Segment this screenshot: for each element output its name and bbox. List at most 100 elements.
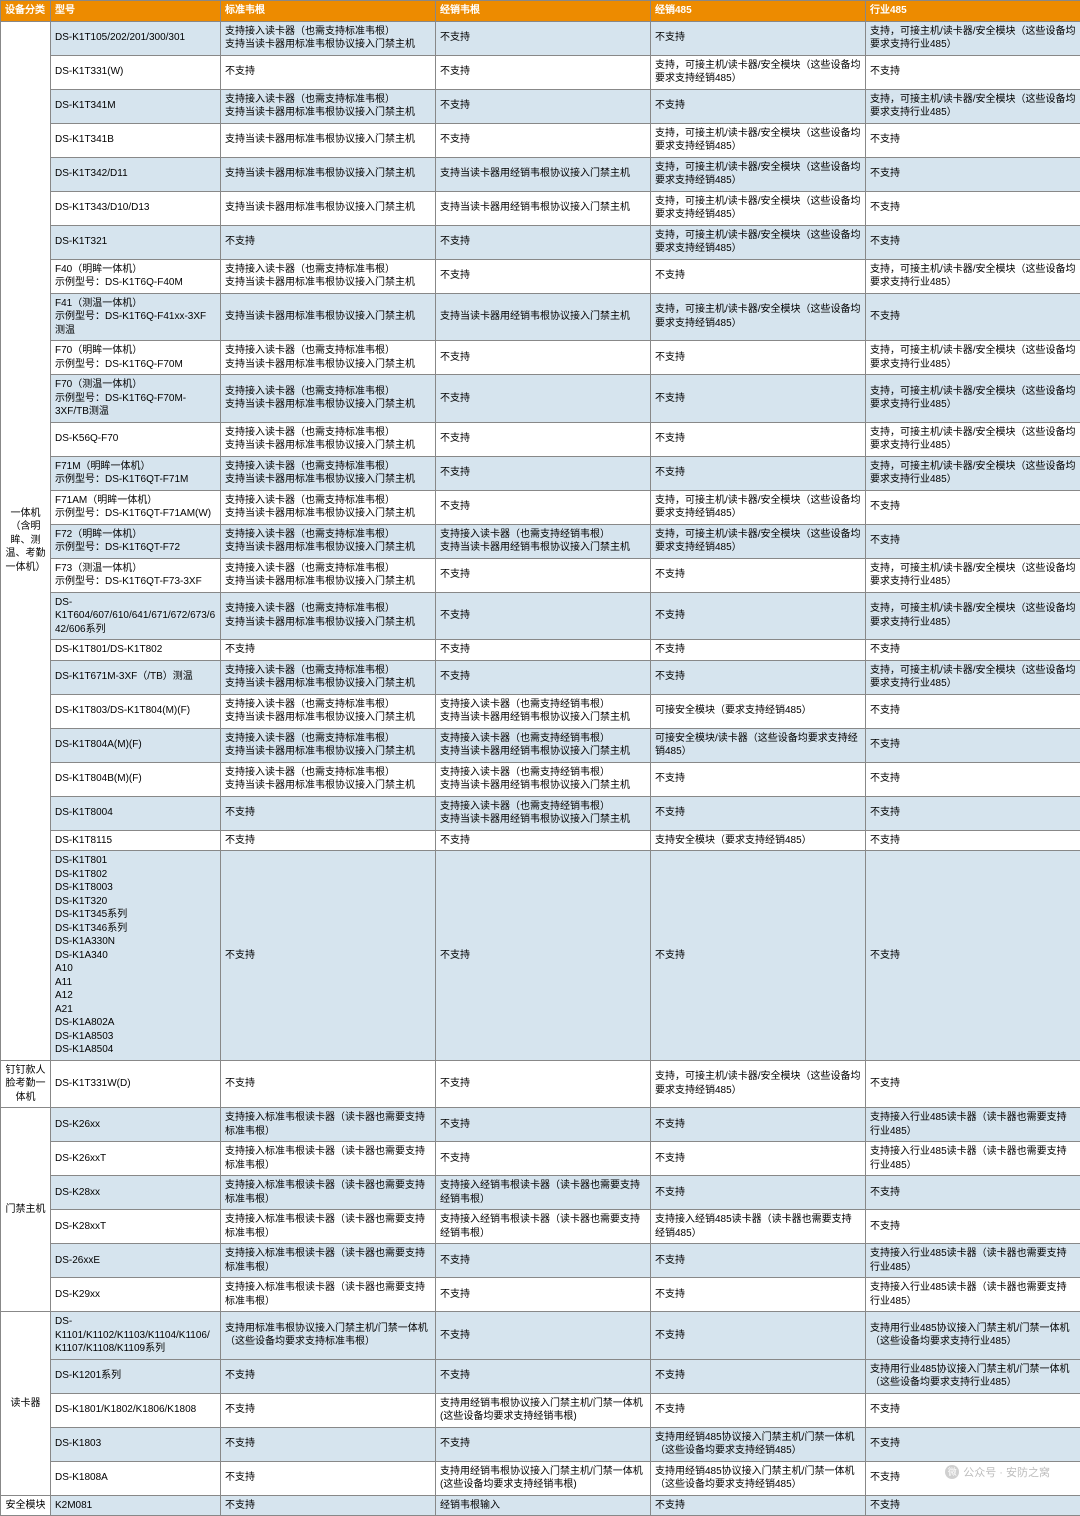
value-cell: 支持接入标准韦根读卡器（读卡器也需要支持标准韦根） bbox=[221, 1210, 436, 1244]
value-cell: 不支持 bbox=[866, 1060, 1080, 1108]
value-cell: 支持，可接主机/读卡器/安全模块（这些设备均要求支持行业485） bbox=[866, 592, 1080, 640]
value-cell: 不支持 bbox=[221, 796, 436, 830]
value-cell: 不支持 bbox=[866, 490, 1080, 524]
value-cell: 不支持 bbox=[436, 375, 651, 423]
value-cell: 支持当读卡器用标准韦根协议接入门禁主机 bbox=[221, 123, 436, 157]
model-cell: K2M081 bbox=[51, 1495, 221, 1516]
th-ind-485: 行业485 bbox=[866, 1, 1080, 22]
value-cell: 支持当读卡器用标准韦根协议接入门禁主机 bbox=[221, 191, 436, 225]
model-cell: DS-K1T801/DS-K1T802 bbox=[51, 640, 221, 661]
value-cell: 支持，可接主机/读卡器/安全模块（这些设备均要求支持经销485） bbox=[651, 1060, 866, 1108]
value-cell: 经销韦根输入 bbox=[436, 1495, 651, 1516]
value-cell: 不支持 bbox=[436, 592, 651, 640]
value-cell: 支持接入读卡器（也需支持经销韦根）支持当读卡器用经销韦根协议接入门禁主机 bbox=[436, 694, 651, 728]
table-row: DS-K1T604/607/610/641/671/672/673/642/60… bbox=[1, 592, 1080, 640]
value-cell: 支持，可接主机/读卡器/安全模块（这些设备均要求支持行业485） bbox=[866, 89, 1080, 123]
model-cell: F41（测温一体机）示例型号：DS-K1T6Q-F41xx-3XF测温 bbox=[51, 293, 221, 341]
table-row: DS-K26xxT支持接入标准韦根读卡器（读卡器也需要支持标准韦根）不支持不支持… bbox=[1, 1142, 1080, 1176]
value-cell: 不支持 bbox=[436, 123, 651, 157]
category-cell: 一体机（含明眸、测温、考勤一体机） bbox=[1, 21, 51, 1060]
value-cell: 支持，可接主机/读卡器/安全模块（这些设备均要求支持经销485） bbox=[651, 55, 866, 89]
value-cell: 不支持 bbox=[221, 1495, 436, 1516]
value-cell: 不支持 bbox=[651, 660, 866, 694]
value-cell: 不支持 bbox=[221, 1060, 436, 1108]
table-row: DS-K1T801DS-K1T802DS-K1T8003DS-K1T320DS-… bbox=[1, 851, 1080, 1061]
table-row: DS-K1201系列不支持不支持不支持支持用行业485协议接入门禁主机/门禁一体… bbox=[1, 1359, 1080, 1393]
table-row: F71M（明眸一体机）示例型号：DS-K1T6QT-F71M支持接入读卡器（也需… bbox=[1, 456, 1080, 490]
value-cell: 支持接入读卡器（也需支持经销韦根）支持当读卡器用经销韦根协议接入门禁主机 bbox=[436, 524, 651, 558]
value-cell: 不支持 bbox=[436, 1427, 651, 1461]
th-category: 设备分类 bbox=[1, 1, 51, 22]
value-cell: 支持接入标准韦根读卡器（读卡器也需要支持标准韦根） bbox=[221, 1244, 436, 1278]
value-cell: 不支持 bbox=[866, 640, 1080, 661]
value-cell: 不支持 bbox=[866, 1176, 1080, 1210]
value-cell: 支持用标准韦根协议接入门禁主机/门禁一体机（这些设备均要求支持标准韦根） bbox=[221, 1312, 436, 1360]
wechat-icon: 微 bbox=[945, 1465, 959, 1479]
model-cell: DS-K28xx bbox=[51, 1176, 221, 1210]
table-row: F71AM（明眸一体机）示例型号：DS-K1T6QT-F71AM(W)支持接入读… bbox=[1, 490, 1080, 524]
value-cell: 不支持 bbox=[436, 456, 651, 490]
th-std-wiegand: 标准韦根 bbox=[221, 1, 436, 22]
value-cell: 支持，可接主机/读卡器/安全模块（这些设备均要求支持经销485） bbox=[651, 123, 866, 157]
value-cell: 不支持 bbox=[866, 1495, 1080, 1516]
value-cell: 支持接入读卡器（也需支持经销韦根）支持当读卡器用经销韦根协议接入门禁主机 bbox=[436, 762, 651, 796]
table-row: DS-K1T804A(M)(F)支持接入读卡器（也需支持标准韦根）支持当读卡器用… bbox=[1, 728, 1080, 762]
table-row: DS-K1T8004不支持支持接入读卡器（也需支持经销韦根）支持当读卡器用经销韦… bbox=[1, 796, 1080, 830]
model-cell: DS-K56Q-F70 bbox=[51, 422, 221, 456]
value-cell: 支持接入行业485读卡器（读卡器也需要支持行业485） bbox=[866, 1142, 1080, 1176]
model-cell: DS-K1T804A(M)(F) bbox=[51, 728, 221, 762]
value-cell: 不支持 bbox=[436, 422, 651, 456]
value-cell: 不支持 bbox=[436, 1312, 651, 1360]
category-cell: 门禁主机 bbox=[1, 1108, 51, 1312]
value-cell: 支持，可接主机/读卡器/安全模块（这些设备均要求支持经销485） bbox=[651, 293, 866, 341]
model-cell: F70（明眸一体机）示例型号：DS-K1T6Q-F70M bbox=[51, 341, 221, 375]
model-cell: DS-K1T8115 bbox=[51, 830, 221, 851]
model-cell: DS-K1T321 bbox=[51, 225, 221, 259]
value-cell: 不支持 bbox=[651, 558, 866, 592]
table-row: 门禁主机DS-K26xx支持接入标准韦根读卡器（读卡器也需要支持标准韦根）不支持… bbox=[1, 1108, 1080, 1142]
value-cell: 不支持 bbox=[651, 1278, 866, 1312]
value-cell: 不支持 bbox=[221, 640, 436, 661]
value-cell: 支持接入行业485读卡器（读卡器也需要支持行业485） bbox=[866, 1108, 1080, 1142]
value-cell: 不支持 bbox=[436, 341, 651, 375]
value-cell: 不支持 bbox=[436, 490, 651, 524]
model-cell: F72（明眸一体机）示例型号：DS-K1T6QT-F72 bbox=[51, 524, 221, 558]
table-row: DS-K1T341B支持当读卡器用标准韦根协议接入门禁主机不支持支持，可接主机/… bbox=[1, 123, 1080, 157]
value-cell: 不支持 bbox=[436, 1108, 651, 1142]
value-cell: 支持当读卡器用经销韦根协议接入门禁主机 bbox=[436, 191, 651, 225]
value-cell: 支持，可接主机/读卡器/安全模块（这些设备均要求支持经销485） bbox=[651, 490, 866, 524]
value-cell: 不支持 bbox=[651, 89, 866, 123]
value-cell: 支持接入读卡器（也需支持标准韦根）支持当读卡器用标准韦根协议接入门禁主机 bbox=[221, 524, 436, 558]
value-cell: 支持当读卡器用经销韦根协议接入门禁主机 bbox=[436, 293, 651, 341]
table-row: DS-K1803不支持不支持支持用经销485协议接入门禁主机/门禁一体机（这些设… bbox=[1, 1427, 1080, 1461]
model-cell: DS-K1808A bbox=[51, 1461, 221, 1495]
value-cell: 支持接入读卡器（也需支持标准韦根）支持当读卡器用标准韦根协议接入门禁主机 bbox=[221, 558, 436, 592]
model-cell: F70（测温一体机）示例型号：DS-K1T6Q-F70M-3XF/TB测温 bbox=[51, 375, 221, 423]
model-cell: F73（测温一体机）示例型号：DS-K1T6QT-F73-3XF bbox=[51, 558, 221, 592]
value-cell: 可接安全模块/读卡器（这些设备均要求支持经销485） bbox=[651, 728, 866, 762]
value-cell: 不支持 bbox=[651, 796, 866, 830]
value-cell: 不支持 bbox=[221, 1393, 436, 1427]
value-cell: 支持接入读卡器（也需支持标准韦根）支持当读卡器用标准韦根协议接入门禁主机 bbox=[221, 259, 436, 293]
value-cell: 不支持 bbox=[436, 1359, 651, 1393]
value-cell: 支持用行业485协议接入门禁主机/门禁一体机（这些设备均要求支持行业485） bbox=[866, 1312, 1080, 1360]
value-cell: 支持接入标准韦根读卡器（读卡器也需要支持标准韦根） bbox=[221, 1108, 436, 1142]
value-cell: 不支持 bbox=[436, 1244, 651, 1278]
value-cell: 不支持 bbox=[221, 55, 436, 89]
model-cell: F71M（明眸一体机）示例型号：DS-K1T6QT-F71M bbox=[51, 456, 221, 490]
table-row: 读卡器DS-K1101/K1102/K1103/K1104/K1106/K110… bbox=[1, 1312, 1080, 1360]
category-cell: 读卡器 bbox=[1, 1312, 51, 1496]
value-cell: 支持接入读卡器（也需支持经销韦根）支持当读卡器用经销韦根协议接入门禁主机 bbox=[436, 796, 651, 830]
value-cell: 不支持 bbox=[436, 851, 651, 1061]
value-cell: 支持用经销韦根协议接入门禁主机/门禁一体机(这些设备均要求支持经销韦根) bbox=[436, 1461, 651, 1495]
header-row: 设备分类 型号 标准韦根 经销韦根 经销485 行业485 bbox=[1, 1, 1080, 22]
th-dist-wiegand: 经销韦根 bbox=[436, 1, 651, 22]
value-cell: 支持，可接主机/读卡器/安全模块（这些设备均要求支持行业485） bbox=[866, 21, 1080, 55]
value-cell: 不支持 bbox=[651, 1176, 866, 1210]
model-cell: DS-K1T331W(D) bbox=[51, 1060, 221, 1108]
table-row: DS-K1801/K1802/K1806/K1808不支持支持用经销韦根协议接入… bbox=[1, 1393, 1080, 1427]
table-row: DS-K29xx支持接入标准韦根读卡器（读卡器也需要支持标准韦根）不支持不支持支… bbox=[1, 1278, 1080, 1312]
value-cell: 支持接入读卡器（也需支持标准韦根）支持当读卡器用标准韦根协议接入门禁主机 bbox=[221, 728, 436, 762]
value-cell: 不支持 bbox=[866, 694, 1080, 728]
value-cell: 支持接入读卡器（也需支持经销韦根）支持当读卡器用经销韦根协议接入门禁主机 bbox=[436, 728, 651, 762]
